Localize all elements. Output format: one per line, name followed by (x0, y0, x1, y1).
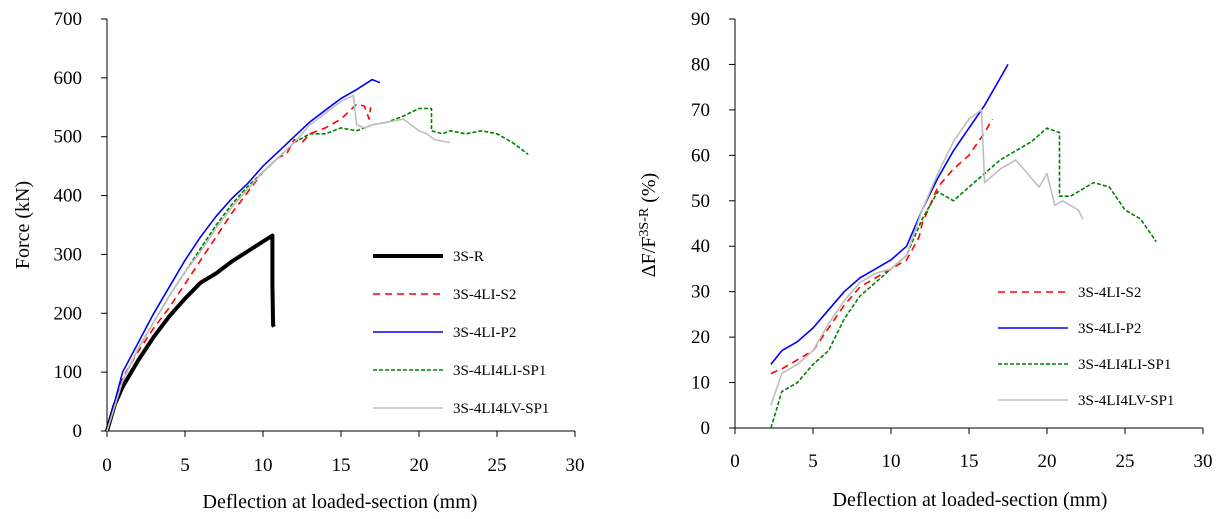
chart-force-deflection: 0 100 200 300 400 500 600 700 0 5 10 15 20 25 30 Deflec… (12, 9, 585, 513)
chart2-y-tick-label: 0 (701, 418, 711, 439)
chart2-y-tick-label: 50 (691, 191, 710, 212)
chart1-x-tick-label: 20 (410, 455, 429, 476)
chart1-y-tick-label: 500 (54, 127, 83, 148)
chart2-x-tick-label: 20 (1038, 451, 1057, 472)
chart2-x-tick-label: 15 (960, 451, 979, 472)
chart2-y-tick-label: 60 (691, 145, 710, 166)
chart1-y-axis-label: Force (kN) (12, 181, 34, 269)
chart2-y-tick-label: 40 (691, 236, 710, 257)
chart2-series-3s-4li-p2 (770, 64, 1009, 365)
chart2-x-tick-label: 5 (808, 451, 818, 472)
chart1-y-tick-label: 100 (54, 362, 83, 383)
chart1-y-tick-label: 700 (54, 9, 83, 30)
chart2-y-axis-label: ΔF/F3S-R (%) (637, 173, 661, 277)
chart2-series-3s-4li4li-sp1 (770, 127, 1157, 429)
chart1-x-tick-label: 15 (332, 455, 351, 476)
chart1-y-tick-label: 200 (54, 303, 83, 324)
chart1-x-tick-label: 0 (102, 455, 112, 476)
chart2-legend-label-3s-4li4li-sp1: 3S-4LI4LI-SP1 (1078, 357, 1171, 373)
chart1-y-tick-label: 400 (54, 186, 83, 207)
chart2-legend-label-3s-4li-p2: 3S-4LI-P2 (1078, 321, 1141, 337)
chart1-series-3s-4li4lv-sp1 (106, 94, 451, 432)
chart1-y-tick-label: 0 (73, 421, 83, 442)
chart2-series-3s-4li4lv-sp1 (770, 109, 1084, 406)
chart1-y-tick-label: 600 (54, 68, 83, 89)
chart2-x-tick-label: 25 (1116, 451, 1135, 472)
chart2-y-tick-label: 80 (691, 54, 710, 75)
chart2-y-tick-label: 70 (691, 100, 710, 121)
chart1-x-tick-label: 30 (566, 455, 585, 476)
chart1-legend-label-3s-4li4lv-sp1: 3S-4LI4LV-SP1 (453, 401, 549, 417)
chart1-x-tick-label: 25 (488, 455, 507, 476)
chart2-y-tick-label: 20 (691, 327, 710, 348)
chart1-series-3s-r (105, 233, 276, 432)
chart2-legend-label-3s-4li-s2: 3S-4LI-S2 (1078, 285, 1141, 301)
chart1-legend-label-3s-r: 3S-R (453, 249, 484, 265)
chart1-series-3s-4li-s2 (106, 103, 372, 432)
chart1-legend-label-3s-4li-s2: 3S-4LI-S2 (453, 287, 516, 303)
chart2-y-tick-label: 10 (691, 373, 710, 394)
chart1-x-tick-label: 5 (180, 455, 190, 476)
chart1-series-3s-4li4li-sp1 (106, 107, 529, 432)
chart2-legend-label-3s-4li4lv-sp1: 3S-4LI4LV-SP1 (1078, 393, 1174, 409)
chart1-x-axis-label: Deflection at loaded-section (mm) (203, 491, 478, 513)
chart1-y-tick-label: 300 (54, 244, 83, 265)
chart2-series-3s-4li-s2 (770, 118, 994, 375)
chart2-x-tick-label: 0 (730, 451, 740, 472)
chart2-x-tick-label: 30 (1194, 451, 1213, 472)
chart2-x-axis-label: Deflection at loaded-section (mm) (833, 489, 1108, 511)
chart-force-increase-percent: 0 10 20 30 40 50 60 70 80 90 0 5 10 15 20 25 30 Deflectio… (637, 9, 1213, 511)
chart2-y-tick-label: 90 (691, 9, 710, 30)
chart1-legend-label-3s-4li-p2: 3S-4LI-P2 (453, 325, 516, 341)
chart1-legend-label-3s-4li4li-sp1: 3S-4LI4LI-SP1 (453, 363, 546, 379)
chart1-x-tick-label: 10 (254, 455, 273, 476)
chart1-series-3s-4li-p2 (106, 78, 381, 432)
chart2-x-tick-label: 10 (882, 451, 901, 472)
chart2-y-tick-label: 30 (691, 282, 710, 303)
